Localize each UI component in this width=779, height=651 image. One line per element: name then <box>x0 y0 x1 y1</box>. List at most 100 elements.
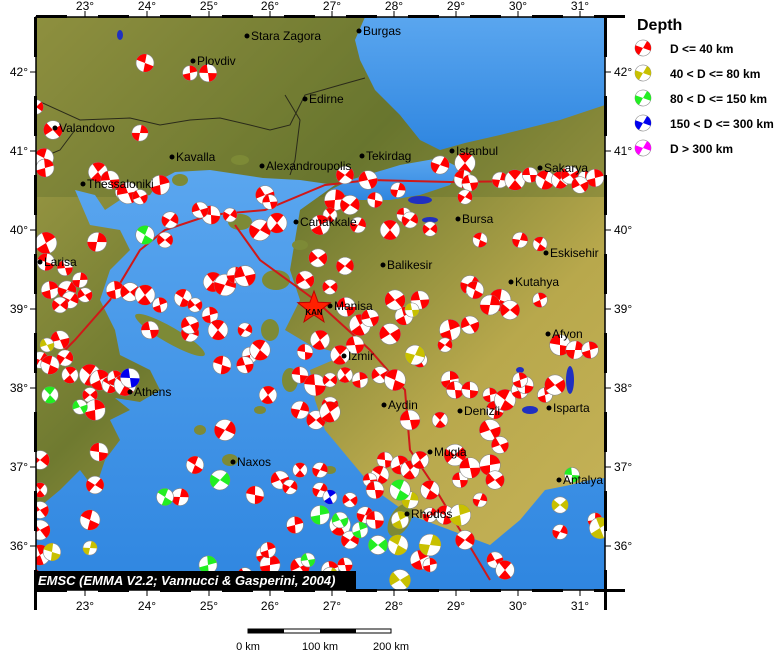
city-marker[interactable]: Bursa <box>455 212 494 226</box>
focal-mechanism[interactable] <box>71 398 90 417</box>
focal-mechanism[interactable] <box>280 477 301 498</box>
focal-mechanism[interactable] <box>389 181 407 199</box>
focal-mechanism[interactable] <box>89 442 110 463</box>
focal-mechanism[interactable] <box>300 552 316 568</box>
focal-mechanism[interactable] <box>399 209 422 232</box>
focal-mechanism[interactable] <box>75 285 95 305</box>
focal-mechanism[interactable] <box>185 295 205 315</box>
focal-mechanism[interactable] <box>245 215 275 245</box>
focal-mechanism[interactable] <box>120 368 140 388</box>
focal-mechanism[interactable] <box>429 409 451 431</box>
focal-mechanism[interactable] <box>381 366 409 394</box>
focal-mechanism[interactable] <box>201 306 219 324</box>
focal-mechanism[interactable] <box>321 488 340 507</box>
focal-mechanism[interactable] <box>198 63 218 83</box>
focal-mechanism[interactable] <box>460 380 479 399</box>
city-marker[interactable]: Larisa <box>37 255 78 269</box>
focal-mechanism[interactable] <box>334 364 355 385</box>
focal-mechanism[interactable] <box>256 383 281 408</box>
focal-mechanism[interactable] <box>308 213 333 238</box>
focal-mechanism[interactable] <box>550 522 570 542</box>
city-marker[interactable]: Izmir <box>341 349 375 363</box>
focal-mechanism[interactable] <box>130 123 149 142</box>
focal-mechanism[interactable] <box>140 320 160 340</box>
focal-mechanism[interactable] <box>206 466 234 494</box>
focal-mechanism[interactable] <box>511 371 528 388</box>
focal-mechanism[interactable] <box>286 516 304 534</box>
focal-mechanism[interactable] <box>360 308 381 329</box>
focal-mechanism[interactable] <box>183 453 207 477</box>
legend-beachball-icon[interactable] <box>632 137 654 159</box>
city-marker[interactable]: Aydin <box>381 398 418 412</box>
focal-mechanism[interactable] <box>310 505 330 525</box>
focal-mechanism[interactable] <box>71 271 88 288</box>
city-marker[interactable]: Valandovo <box>52 121 116 135</box>
focal-mechanism[interactable] <box>471 491 489 509</box>
focal-mechanism[interactable] <box>296 343 314 361</box>
focal-mechanism[interactable] <box>307 327 334 354</box>
focal-mechanism[interactable] <box>100 170 120 190</box>
focal-mechanism[interactable] <box>210 415 239 444</box>
focal-mechanism[interactable] <box>548 493 571 516</box>
focal-mechanism[interactable] <box>458 313 481 336</box>
focal-mechanism[interactable] <box>581 341 600 360</box>
focal-mechanism[interactable] <box>340 490 360 510</box>
focal-mechanism[interactable] <box>417 477 443 503</box>
focal-mechanism[interactable] <box>496 296 523 323</box>
city-marker[interactable]: Thessaloniki <box>80 177 154 191</box>
focal-mechanism[interactable] <box>448 503 472 527</box>
focal-mechanism[interactable] <box>38 353 62 377</box>
focal-mechanism[interactable] <box>83 473 108 498</box>
focal-mechanism[interactable] <box>585 168 605 188</box>
focal-mechanism[interactable] <box>452 527 479 554</box>
focal-mechanism[interactable] <box>27 447 54 474</box>
focal-mechanism[interactable] <box>153 485 176 508</box>
focal-mechanism[interactable] <box>386 566 415 595</box>
focal-mechanism[interactable] <box>351 521 369 540</box>
focal-mechanism[interactable] <box>376 320 405 349</box>
legend-beachball-icon[interactable] <box>632 62 654 84</box>
focal-mechanism[interactable] <box>333 254 358 279</box>
city-marker[interactable]: Kutahya <box>508 275 560 289</box>
focal-mechanism[interactable] <box>32 229 60 257</box>
city-marker[interactable]: Rhodos <box>404 507 453 521</box>
focal-mechanism[interactable] <box>376 216 404 244</box>
city-marker[interactable]: Isparta <box>546 401 591 415</box>
legend-beachball-icon[interactable] <box>632 112 654 134</box>
city-marker[interactable]: Plovdiv <box>190 54 236 68</box>
focal-mechanism[interactable] <box>428 153 453 178</box>
focal-mechanism[interactable] <box>245 336 274 365</box>
city-marker[interactable]: Antalya <box>556 473 604 487</box>
focal-mechanism[interactable] <box>366 191 384 209</box>
focal-mechanism[interactable] <box>482 467 508 493</box>
focal-mechanism[interactable] <box>459 457 481 479</box>
city-marker[interactable]: Naxos <box>230 455 272 469</box>
focal-mechanism[interactable] <box>381 286 409 314</box>
epicenter-star[interactable]: KAN <box>296 289 332 323</box>
focal-mechanism[interactable] <box>86 231 109 254</box>
focal-mechanism[interactable] <box>38 383 62 407</box>
focal-mechanism[interactable] <box>541 371 569 399</box>
city-marker[interactable]: Canakkale <box>293 215 358 229</box>
focal-mechanism[interactable] <box>470 230 489 249</box>
focal-mechanism[interactable] <box>288 398 311 421</box>
focal-mechanism[interactable] <box>57 260 74 277</box>
focal-mechanism[interactable] <box>79 384 100 405</box>
focal-mechanism[interactable] <box>235 355 254 374</box>
focal-mechanism[interactable] <box>435 335 455 355</box>
focal-mechanism[interactable] <box>293 268 318 293</box>
focal-mechanism[interactable] <box>290 460 311 481</box>
focal-mechanism[interactable] <box>149 174 171 196</box>
city-marker[interactable]: Tekirdag <box>359 149 412 163</box>
focal-mechanism[interactable] <box>233 264 258 289</box>
focal-mechanism[interactable] <box>446 381 464 399</box>
focal-mechanism[interactable] <box>420 219 441 240</box>
focal-mechanism[interactable] <box>131 281 159 309</box>
focal-mechanism[interactable] <box>347 214 368 235</box>
focal-mechanism[interactable] <box>357 169 379 191</box>
focal-mechanism[interactable] <box>305 245 330 270</box>
focal-mechanism[interactable] <box>49 294 72 317</box>
focal-mechanism[interactable] <box>85 159 112 186</box>
focal-mechanism[interactable] <box>389 509 411 531</box>
city-marker[interactable]: Afyon <box>545 327 583 341</box>
